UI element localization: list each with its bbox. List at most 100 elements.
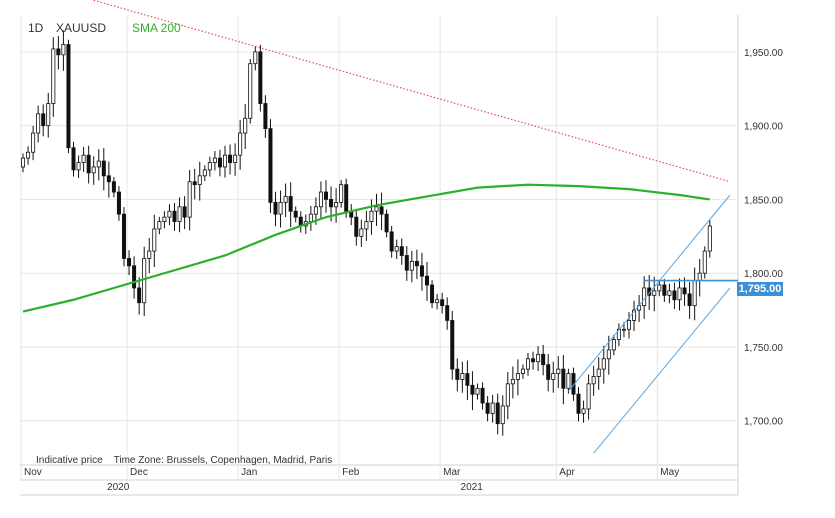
candle-body <box>61 44 66 56</box>
candle-body <box>541 353 546 366</box>
candle-body <box>238 132 243 156</box>
candle-body <box>430 284 435 304</box>
candle-body <box>142 258 147 304</box>
candle-body <box>31 132 36 153</box>
candle-body <box>581 408 586 414</box>
candle-body <box>652 290 657 296</box>
candle-body <box>485 402 490 414</box>
candle-body <box>682 287 687 295</box>
channel-upper-line <box>568 194 731 392</box>
candle-body <box>116 191 121 215</box>
candle-body <box>551 373 556 380</box>
candle-body <box>566 373 571 389</box>
candle-body <box>288 196 293 212</box>
candle-body <box>414 260 419 267</box>
y-tick-label: 1,700.00 <box>744 417 783 428</box>
candle-body <box>687 293 692 307</box>
candle-body <box>389 231 394 252</box>
candle-body <box>81 154 86 163</box>
candle-body <box>222 154 227 168</box>
candle-body <box>394 246 399 252</box>
timeframe-label[interactable]: 1D <box>28 21 44 35</box>
candle-body <box>445 305 450 321</box>
candle-body <box>293 210 298 218</box>
y-tick-label: 1,950.00 <box>744 48 783 59</box>
channel-lower-line <box>593 287 731 454</box>
candle-body <box>137 287 142 304</box>
candle-body <box>490 402 495 414</box>
candle-body <box>91 166 96 174</box>
x-tick-label: Dec <box>130 467 148 478</box>
candle-body <box>192 181 197 186</box>
candle-body <box>455 368 460 380</box>
y-tick-label: 1,900.00 <box>744 122 783 133</box>
candle-body <box>228 154 233 163</box>
candle-body <box>642 287 647 307</box>
candle-body <box>263 103 268 130</box>
sma-legend-label[interactable]: SMA 200 <box>132 21 181 35</box>
candle-body <box>111 181 116 193</box>
candle-body <box>500 405 505 425</box>
y-tick-label: 1,750.00 <box>744 343 783 354</box>
candle-body <box>556 368 561 374</box>
price-level-tag[interactable]: 1,795.00 <box>737 282 783 296</box>
candle-body <box>172 210 177 222</box>
candle-body <box>41 113 46 127</box>
candle-body <box>369 210 374 222</box>
candle-body <box>36 113 41 134</box>
candle-body <box>354 216 359 237</box>
candle-body <box>177 206 182 222</box>
candle-body <box>86 154 91 174</box>
candle-body <box>460 373 465 380</box>
candle-body <box>122 213 127 259</box>
x-tick-label: Jan <box>241 467 257 478</box>
candle-body <box>576 393 581 414</box>
candle-body <box>662 284 667 296</box>
candle-body <box>323 191 328 200</box>
candle-body <box>627 320 632 330</box>
candle-body <box>26 151 31 159</box>
candle-body <box>470 384 475 395</box>
candle-body <box>424 275 429 286</box>
y-tick-label: 1,800.00 <box>744 269 783 280</box>
candle-body <box>480 387 485 404</box>
candle-body <box>596 368 601 377</box>
symbol-label[interactable]: XAUUSD <box>56 21 107 35</box>
candle-body <box>505 383 510 407</box>
candle-body <box>379 206 384 215</box>
x-tick-label: Apr <box>559 467 575 478</box>
candle-body <box>399 246 404 256</box>
candle-body <box>364 221 369 230</box>
x-tick-label: Mar <box>443 467 461 478</box>
resistance-trendline <box>93 0 731 183</box>
candle-body <box>601 358 606 370</box>
candle-body <box>531 358 536 363</box>
candle-body <box>621 328 626 331</box>
candle-body <box>344 184 349 212</box>
candle-body <box>46 103 51 127</box>
candle-body <box>707 225 712 252</box>
indicative-price-note: Indicative price <box>36 455 103 466</box>
candle-body <box>217 157 222 168</box>
x-tick-label: Nov <box>24 467 42 478</box>
sma-200-line <box>22 183 710 313</box>
candle-body <box>672 290 677 301</box>
candle-body <box>157 221 162 230</box>
y-tick-label: 1,850.00 <box>744 195 783 206</box>
candle-body <box>374 206 379 212</box>
candle-body <box>283 196 288 203</box>
candle-body <box>66 44 71 149</box>
candle-body <box>258 51 263 104</box>
candle-body <box>56 48 61 56</box>
candle-body <box>611 339 616 351</box>
candle-body <box>212 157 217 163</box>
candle-body <box>657 284 662 292</box>
footnote: Indicative price Time Zone: Brussels, Co… <box>36 455 332 466</box>
candle-body <box>495 402 500 425</box>
candle-body <box>268 128 273 203</box>
candle-body <box>162 216 167 222</box>
candle-body <box>546 364 551 380</box>
candle-body <box>313 206 318 215</box>
candle-body <box>76 162 81 171</box>
